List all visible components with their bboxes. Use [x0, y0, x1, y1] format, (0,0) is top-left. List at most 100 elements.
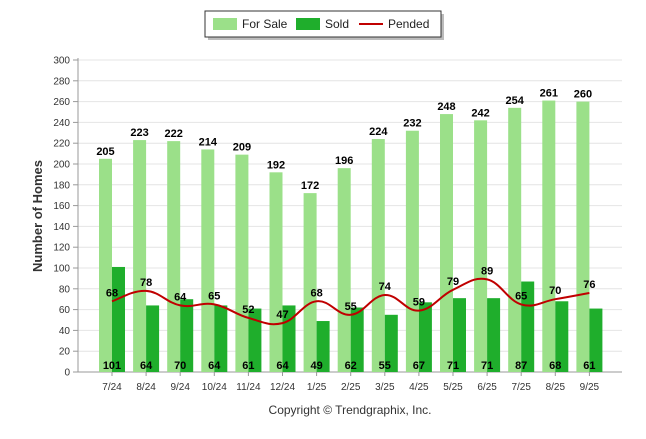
y-tick-label: 140 [53, 222, 70, 233]
y-tick-label: 40 [59, 326, 71, 337]
label-for-sale: 260 [574, 89, 592, 101]
label-pended: 64 [174, 291, 187, 303]
label-for-sale: 223 [130, 127, 148, 139]
x-tick-label: 12/24 [270, 382, 295, 393]
bar-sold [487, 298, 501, 372]
bar-for-sale [576, 101, 590, 372]
bar-for-sale [508, 107, 522, 372]
x-tick-label: 8/24 [136, 382, 156, 393]
legend: For Sale Sold Pended [204, 10, 444, 40]
bar-for-sale [371, 139, 385, 372]
bar-for-sale [440, 114, 453, 372]
label-sold: 61 [583, 360, 595, 372]
bar-for-sale [337, 168, 351, 372]
pended-line [111, 277, 590, 326]
label-sold: 55 [379, 360, 391, 372]
bar-for-sale [269, 172, 283, 372]
label-pended: 74 [379, 281, 392, 293]
bar-for-sale [167, 141, 181, 372]
bar-sold [180, 299, 194, 372]
bar-sold [112, 266, 125, 372]
label-sold: 64 [140, 360, 153, 372]
label-for-sale: 205 [96, 146, 114, 158]
label-sold: 67 [413, 360, 425, 372]
label-pended: 89 [481, 265, 493, 277]
bar-for-sale [235, 154, 249, 372]
x-tick-label: 2/25 [341, 382, 361, 393]
y-tick-label: 0 [64, 368, 70, 379]
x-tick-label: 1/25 [307, 382, 327, 393]
bar-sold [521, 281, 535, 372]
y-tick-label: 300 [53, 56, 70, 67]
label-for-sale: 209 [233, 142, 251, 154]
label-sold: 71 [481, 360, 493, 372]
bar-for-sale [201, 149, 215, 372]
y-tick-label: 120 [53, 243, 70, 254]
copyright-text: Copyright © Trendgraphix, Inc. [269, 403, 432, 417]
label-for-sale: 224 [369, 126, 388, 138]
label-for-sale: 222 [165, 128, 183, 140]
label-pended: 55 [345, 301, 357, 313]
label-pended: 65 [515, 290, 527, 302]
bar-for-sale [405, 130, 419, 372]
y-tick-label: 220 [53, 139, 70, 150]
x-tick-label: 10/24 [202, 382, 227, 393]
x-tick-label: 11/24 [236, 382, 261, 393]
label-for-sale: 192 [267, 159, 285, 171]
x-tick-label: 7/24 [102, 382, 122, 393]
label-for-sale: 261 [540, 88, 558, 100]
legend-label-pended: Pended [388, 17, 429, 31]
bar-sold [316, 321, 330, 372]
y-tick-label: 60 [59, 305, 71, 316]
x-tick-label: 8/25 [546, 382, 566, 393]
x-axis: 7/24 8/24 9/24 10/24 11/24 12/24 1/25 2/25 3/25 4… [102, 372, 600, 393]
legend-label-sold: Sold [325, 17, 349, 31]
x-tick-label: 7/25 [511, 382, 531, 393]
legend-box [204, 10, 442, 38]
y-tick-label: 80 [59, 284, 71, 295]
data-labels: 205 101 223 64 222 70 214 64 209 61 192 64 172 49 196 6… [96, 88, 595, 372]
label-pended: 47 [276, 309, 288, 321]
y-axis-title: Number of Homes [30, 160, 45, 272]
bar-for-sale [99, 158, 112, 372]
label-pended: 78 [140, 277, 152, 289]
label-for-sale: 172 [301, 180, 319, 192]
bar-sold [248, 308, 262, 372]
label-pended: 59 [413, 297, 425, 309]
label-for-sale: 248 [437, 101, 455, 113]
bar-sold [418, 302, 432, 372]
label-sold: 70 [174, 360, 186, 372]
bar-sold [350, 307, 364, 372]
x-tick-label: 6/25 [477, 382, 497, 393]
bar-sold [555, 301, 569, 372]
bar-for-sale [133, 140, 147, 372]
label-sold: 87 [515, 360, 527, 372]
label-for-sale: 254 [506, 95, 525, 107]
label-pended: 68 [310, 287, 322, 299]
bar-sold [214, 305, 228, 372]
x-tick-label: 3/25 [375, 382, 395, 393]
bar-for-sale [474, 120, 488, 372]
bar-sold [589, 308, 603, 372]
label-pended: 79 [447, 276, 459, 288]
y-tick-label: 20 [59, 347, 71, 358]
x-tick-label: 9/24 [170, 382, 190, 393]
x-tick-label: 5/25 [443, 382, 463, 393]
label-sold: 62 [345, 360, 357, 372]
bar-sold [384, 314, 398, 372]
pended-line-path [111, 277, 590, 326]
label-sold: 71 [447, 360, 459, 372]
y-tick-label: 180 [53, 180, 70, 191]
bar-sold [146, 305, 160, 372]
label-pended: 52 [242, 304, 254, 316]
y-tick-label: 240 [53, 118, 70, 129]
label-pended: 65 [208, 290, 220, 302]
label-sold: 64 [208, 360, 221, 372]
label-sold: 49 [310, 360, 322, 372]
label-sold: 64 [276, 360, 289, 372]
y-tick-label: 280 [53, 76, 70, 87]
label-for-sale: 242 [471, 107, 489, 119]
label-for-sale: 214 [199, 136, 218, 148]
y-tick-label: 160 [53, 201, 70, 212]
